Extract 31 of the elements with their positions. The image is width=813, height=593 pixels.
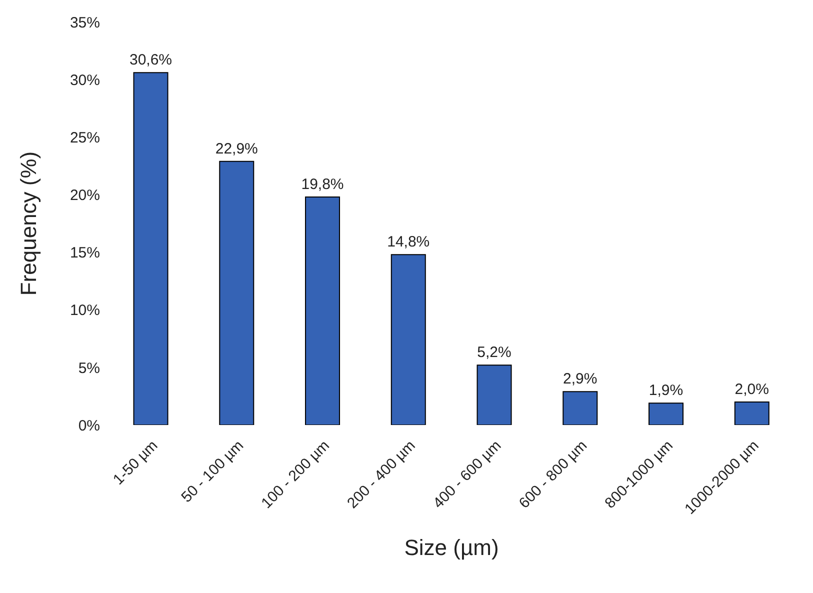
- x-tick-label: 400 - 600 µm: [430, 437, 505, 512]
- data-label: 22,9%: [215, 140, 258, 158]
- data-label: 1,9%: [648, 382, 684, 400]
- bar: [648, 402, 684, 425]
- y-tick-label: 10%: [70, 302, 100, 320]
- x-tick-label: 600 - 800 µm: [516, 437, 590, 512]
- y-tick-label: 5%: [78, 360, 100, 377]
- bar: [219, 160, 254, 425]
- data-label: 30,6%: [129, 52, 172, 69]
- y-axis-title: Frequency (%): [16, 151, 41, 296]
- data-label: 14,8%: [387, 234, 430, 251]
- y-tick-label: 15%: [70, 244, 100, 262]
- data-label: 5,2%: [477, 344, 512, 362]
- x-tick-label: 100 - 200 µm: [258, 437, 333, 512]
- y-tick-label: 0%: [78, 417, 100, 434]
- data-label: 2,9%: [563, 370, 598, 388]
- x-tick-label: 50 - 100 µm: [178, 437, 247, 506]
- bar: [734, 401, 770, 425]
- bar: [305, 196, 340, 425]
- y-tick-label: 20%: [70, 187, 100, 204]
- x-tick-label: 200 - 400 µm: [344, 437, 419, 512]
- bar: [133, 72, 168, 425]
- x-axis-title: Size (µm): [404, 535, 499, 560]
- y-tick-label: 35%: [70, 14, 100, 32]
- data-label: 19,8%: [301, 176, 344, 194]
- bar: [390, 254, 426, 425]
- y-tick-label: 30%: [70, 72, 100, 89]
- data-label: 2,0%: [734, 380, 769, 398]
- bar: [562, 391, 598, 425]
- bar: [476, 364, 512, 425]
- y-tick-label: 25%: [70, 129, 100, 146]
